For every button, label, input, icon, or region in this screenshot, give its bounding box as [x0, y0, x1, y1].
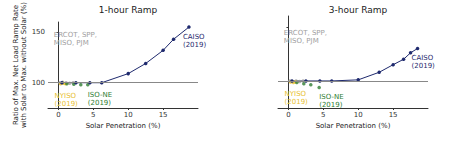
svg-text:0: 0	[56, 111, 60, 119]
svg-text:5: 5	[321, 111, 325, 119]
svg-text:(2019): (2019)	[88, 99, 112, 107]
svg-text:0: 0	[286, 111, 290, 119]
svg-text:Solar Penetration (%): Solar Penetration (%)	[86, 122, 161, 130]
svg-text:MISO, PJM: MISO, PJM	[54, 39, 89, 47]
svg-text:MISO, PJM: MISO, PJM	[284, 37, 319, 45]
svg-text:15: 15	[159, 111, 168, 119]
svg-text:3-hour Ramp: 3-hour Ramp	[329, 5, 388, 15]
svg-text:ERCOT, SPP,: ERCOT, SPP,	[284, 29, 327, 37]
svg-text:(2019): (2019)	[319, 101, 343, 109]
svg-text:ISO-NE: ISO-NE	[319, 93, 343, 101]
svg-text:150: 150	[32, 28, 45, 36]
svg-text:CAISO: CAISO	[412, 54, 434, 62]
svg-text:1-hour Ramp: 1-hour Ramp	[99, 5, 158, 15]
svg-text:CAISO: CAISO	[183, 33, 205, 41]
svg-text:NYISO: NYISO	[55, 92, 77, 100]
svg-text:(2019): (2019)	[183, 41, 207, 49]
svg-text:5: 5	[91, 111, 95, 119]
svg-text:(2019): (2019)	[412, 62, 436, 70]
svg-text:ISO-NE: ISO-NE	[88, 91, 112, 99]
svg-text:Solar Penetration (%): Solar Penetration (%)	[316, 122, 391, 130]
svg-text:ERCOT, SPP,: ERCOT, SPP,	[54, 31, 97, 39]
svg-text:NYISO: NYISO	[285, 90, 307, 98]
svg-text:100: 100	[32, 79, 45, 87]
svg-text:Ratio of Max. Net Load Ramp Ra: Ratio of Max. Net Load Ramp Rate	[12, 5, 20, 125]
svg-text:10: 10	[124, 111, 133, 119]
svg-text:15: 15	[389, 111, 398, 119]
svg-text:10: 10	[354, 111, 363, 119]
svg-text:with Solar to Max. without Sol: with Solar to Max. without Solar (%)	[20, 2, 28, 128]
svg-text:(2019): (2019)	[285, 98, 309, 106]
svg-text:(2019): (2019)	[55, 100, 79, 108]
